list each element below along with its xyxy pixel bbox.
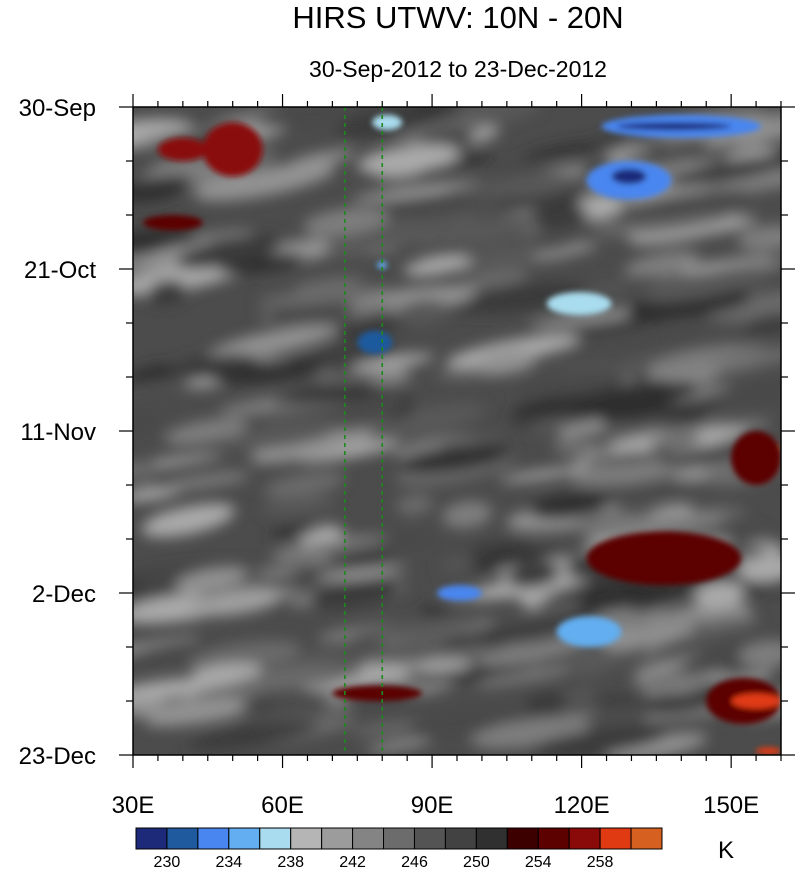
y-tick-label: 11-Nov (20, 419, 96, 446)
anomaly-feature-16 (731, 693, 781, 709)
anomaly-feature-1 (157, 137, 208, 161)
colorbar-label: 250 (463, 854, 490, 869)
colorbar-label: 242 (339, 854, 366, 869)
colorbar-box (228, 827, 261, 850)
anomaly-feature-0 (202, 122, 263, 177)
colorbar-box (383, 827, 415, 850)
anomaly-feature-6 (611, 168, 647, 185)
contour-field (133, 107, 781, 755)
y-tick-label: 2-Dec (32, 581, 96, 608)
chart-subtitle: 30-Sep-2012 to 23-Dec-2012 (309, 56, 607, 82)
colorbar-box (475, 827, 508, 850)
colorbar-box (135, 827, 168, 850)
colorbar-box (197, 827, 230, 850)
x-tick-label: 60E (261, 792, 304, 819)
anomaly-feature-2 (372, 114, 403, 131)
colorbar: 230 234 238 242 246 250 254 258 (135, 827, 663, 869)
reference-lines (344, 107, 384, 755)
anomaly-feature-7 (546, 292, 612, 316)
colorbar-label: 230 (154, 854, 181, 869)
colorbar-box (630, 827, 663, 850)
x-tick-label: 30E (112, 792, 155, 819)
colorbar-box (352, 827, 385, 850)
anomaly-feature-13 (437, 585, 482, 601)
colorbar-label: 234 (215, 854, 242, 869)
colorbar-box (290, 827, 323, 850)
x-axis: 30E 60E 90E 120E 150E (112, 94, 782, 819)
colorbar-box (506, 827, 539, 850)
y-tick-label: 21-Oct (24, 257, 96, 284)
anomaly-feature-9 (377, 261, 388, 269)
colorbar-unit-label: K (718, 837, 734, 864)
field-features (143, 114, 781, 755)
colorbar-box (599, 827, 632, 850)
colorbar-box (259, 827, 292, 850)
anomaly-feature-8 (357, 330, 393, 354)
anomaly-feature-18 (143, 215, 203, 231)
y-tick-label: 30-Sep (19, 95, 96, 122)
y-tick-label: 23-Dec (19, 743, 96, 770)
anomaly-feature-17 (332, 685, 423, 701)
anomaly-feature-12 (586, 531, 742, 586)
colorbar-label: 254 (525, 854, 552, 869)
anomaly-feature-11 (731, 431, 781, 485)
y-axis: 30-Sep 21-Oct 11-Nov 2-Dec 23-Dec (19, 95, 795, 770)
colorbar-box (568, 827, 601, 850)
colorbar-box (444, 827, 477, 850)
colorbar-label: 246 (401, 854, 428, 869)
anomaly-feature-19 (756, 747, 781, 755)
colorbar-box (537, 827, 570, 850)
colorbar-box (166, 827, 199, 850)
anomaly-feature-4 (616, 122, 732, 131)
colorbar-box (413, 827, 446, 850)
chart-title: HIRS UTWV: 10N - 20N (292, 0, 624, 35)
x-tick-label: 120E (554, 792, 610, 819)
anomaly-feature-14 (556, 616, 622, 647)
colorbar-box (321, 827, 354, 850)
x-tick-label: 90E (411, 792, 454, 819)
x-tick-label: 150E (703, 792, 759, 819)
colorbar-label: 258 (587, 854, 614, 869)
colorbar-label: 238 (277, 854, 304, 869)
